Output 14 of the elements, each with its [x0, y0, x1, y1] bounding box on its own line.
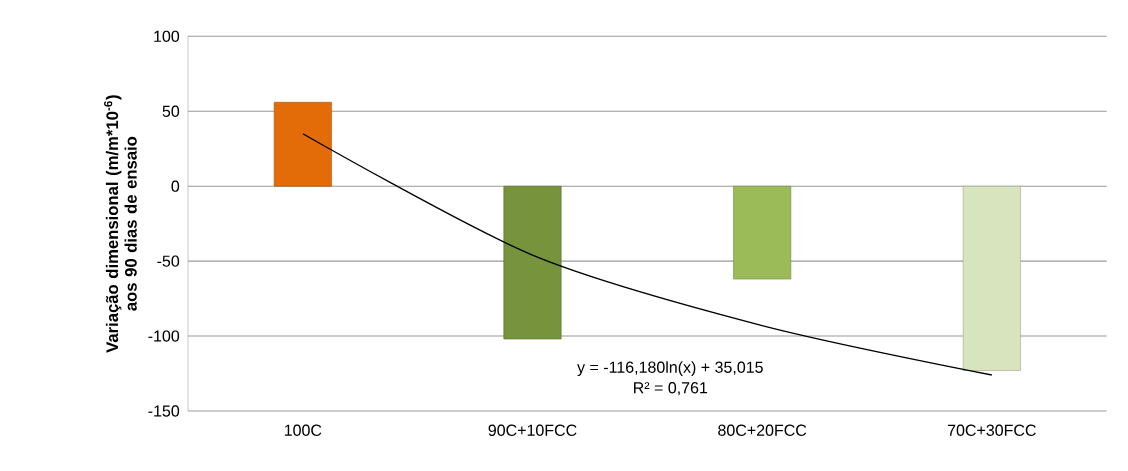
annotation: y = -116,180ln(x) + 35,015	[577, 361, 763, 377]
y-tick-label: -50	[157, 255, 180, 267]
x-tick-label: 90C+10FCC	[488, 424, 577, 436]
x-tick-label: 70C+30FCC	[947, 424, 1036, 436]
y-tick-label: 0	[171, 180, 180, 192]
y-tick-label: -150	[148, 405, 180, 417]
text: Variação dimensional (m/m*10$^{-6}$) aos 90 dias de ensaio	[104, 95, 137, 353]
y-tick-label: 50	[162, 105, 180, 117]
line-series	[302, 133, 993, 376]
y-tick-label: -100	[148, 330, 180, 342]
x-tick-label: 100C	[284, 424, 322, 436]
annotation: R² = 0,761	[634, 382, 708, 396]
y-tick-label: 100	[154, 30, 180, 42]
x-tick-label: 80C+20FCC	[718, 424, 807, 436]
